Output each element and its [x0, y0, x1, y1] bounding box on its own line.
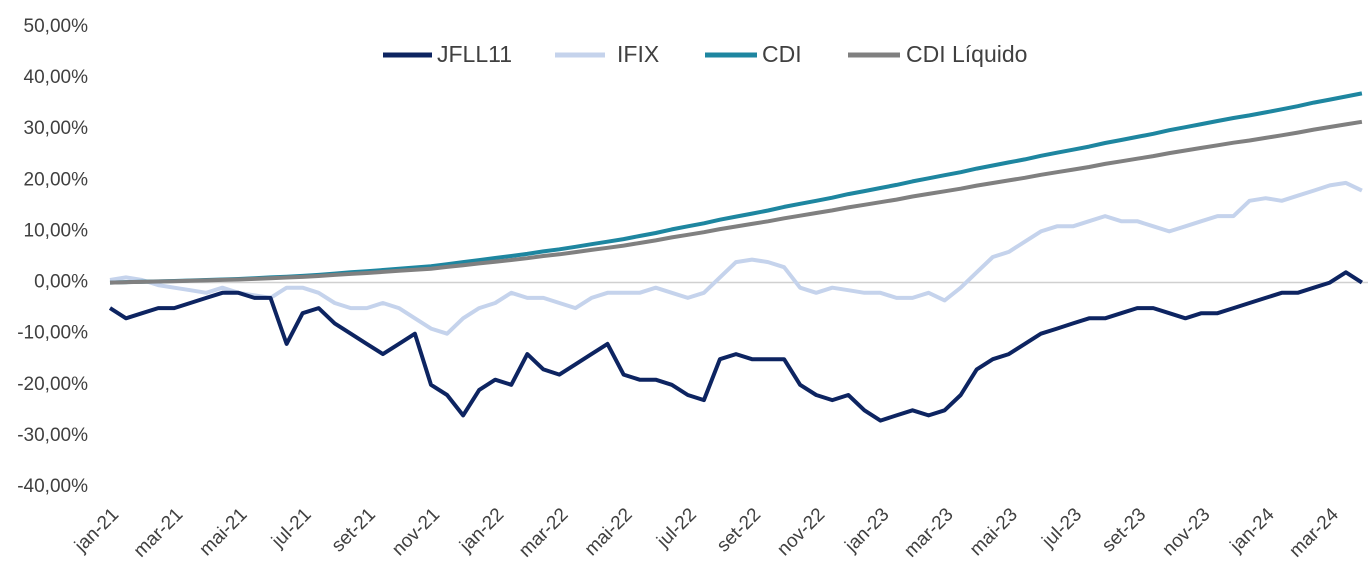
x-tick-label: jan-23	[841, 504, 894, 557]
y-tick-label: 40,00%	[24, 67, 89, 88]
y-tick-label: -40,00%	[17, 476, 88, 497]
x-tick-label: mar-24	[1285, 504, 1343, 562]
x-tick-label: nov-22	[773, 504, 829, 560]
x-tick-label: mar-22	[515, 504, 572, 561]
x-tick-label: mai-21	[196, 504, 252, 560]
x-tick-label: set-23	[1098, 504, 1150, 556]
x-tick-label: set-21	[328, 504, 380, 556]
x-tick-label: jan-22	[455, 504, 508, 557]
y-tick-label: -30,00%	[17, 425, 88, 446]
y-tick-label: 30,00%	[24, 118, 89, 139]
series-line	[108, 270, 1363, 423]
y-tick-label: -10,00%	[17, 323, 88, 344]
y-tick-label: 0,00%	[34, 272, 88, 293]
x-tick-label: mar-23	[900, 504, 957, 561]
x-tick-label: mai-23	[966, 504, 1022, 560]
x-tick-label: jul-22	[652, 504, 700, 552]
x-tick-label: set-22	[713, 504, 765, 556]
y-tick-label: 10,00%	[24, 220, 89, 241]
y-tick-label: 20,00%	[24, 169, 89, 190]
x-tick-label: nov-21	[388, 504, 444, 560]
legend-label: IFIX	[617, 41, 659, 67]
y-tick-label: -20,00%	[17, 374, 88, 395]
series-line	[109, 180, 1363, 336]
y-tick-label: 50,00%	[24, 16, 89, 37]
legend-label: CDI Líquido	[906, 41, 1027, 67]
series-line	[109, 119, 1363, 285]
legend-label: CDI	[762, 41, 802, 67]
x-tick-label: mar-21	[130, 504, 187, 561]
x-tick-label: mai-22	[581, 504, 637, 560]
x-tick-label: jan-21	[70, 504, 123, 557]
x-tick-label: nov-23	[1159, 504, 1215, 560]
legend-label: JFLL11	[437, 41, 512, 67]
series-line	[109, 91, 1363, 285]
x-tick-label: jul-23	[1038, 504, 1086, 552]
x-tick-label: jul-21	[267, 504, 315, 552]
x-tick-label: jan-24	[1226, 504, 1279, 557]
